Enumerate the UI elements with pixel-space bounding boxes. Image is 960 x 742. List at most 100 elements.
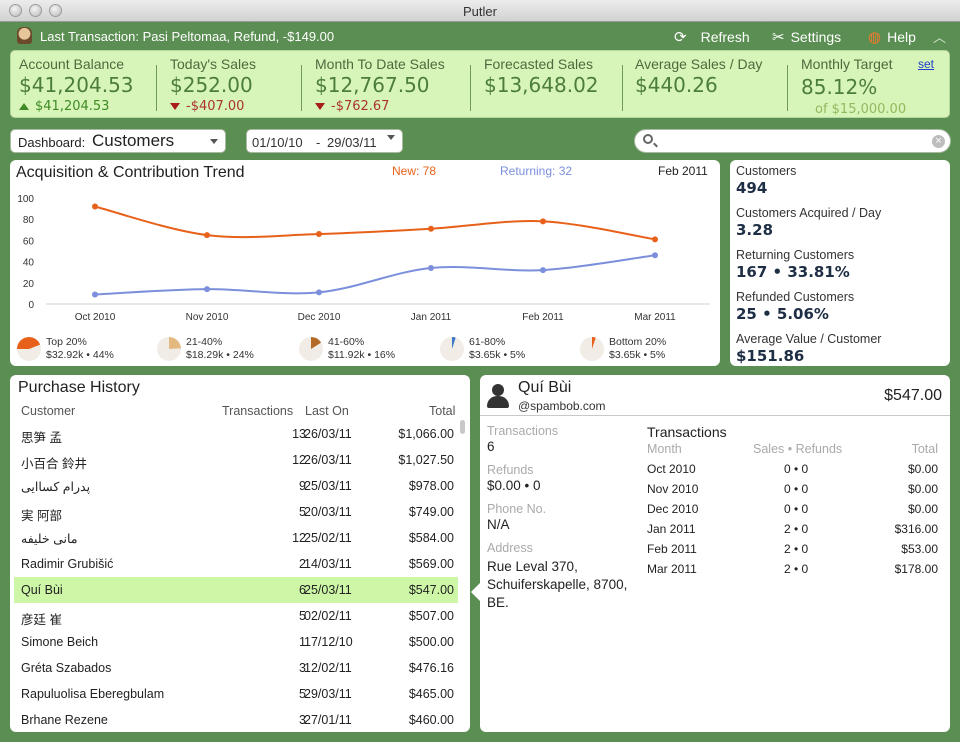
cell-customer: 思笋 孟	[21, 431, 62, 445]
tx-cell-sales-refunds: 0 • 0	[784, 462, 809, 476]
table-row[interactable]: Simone Beich 1 17/12/10 $500.00	[14, 629, 458, 655]
search-input[interactable]	[661, 133, 921, 150]
dashboard-select[interactable]: Dashboard: Customers	[10, 129, 226, 153]
pie-slice	[452, 337, 456, 349]
chart-title: Acquisition & Contribution Trend	[16, 164, 245, 181]
cell-total: $1,066.00	[398, 427, 454, 441]
mtd-sales-stat: Month To Date Sales $12,767.50 -$762.67	[315, 56, 445, 114]
y-tick-label: 0	[28, 300, 34, 311]
segment-pie	[157, 337, 181, 361]
data-point-returning[interactable]	[204, 286, 210, 293]
set-target-link[interactable]: set	[918, 57, 935, 71]
cell-customer: 彦廷 崔	[21, 613, 62, 627]
table-row[interactable]: 彦廷 崔 5 02/02/11 $507.00	[14, 603, 458, 629]
zoom-window-button[interactable]	[49, 4, 62, 17]
person-icon	[486, 383, 510, 408]
kpi-label: Refunded Customers	[736, 290, 855, 304]
cell-last-on: 20/03/11	[304, 505, 352, 519]
data-point-returning[interactable]	[540, 267, 546, 274]
refresh-button[interactable]: ⟳ Refresh	[674, 28, 750, 46]
x-tick-label: Nov 2010	[186, 312, 229, 323]
help-label: Help	[887, 29, 916, 45]
y-tick-label: 40	[23, 258, 35, 269]
table-row[interactable]: 思笋 孟 13 26/03/11 $1,066.00	[14, 421, 458, 447]
account-balance-label: Account Balance	[19, 56, 125, 72]
clear-search-icon[interactable]: ×	[932, 135, 945, 148]
cell-customer: مانی خلیفه	[21, 532, 78, 546]
collapse-chevron-icon[interactable]: ︿	[933, 30, 947, 45]
cell-transactions: 13	[292, 427, 306, 441]
tx-cell-total: $0.00	[907, 482, 938, 496]
help-button[interactable]: ◍ Help	[868, 28, 916, 46]
purchase-history-title: Purchase History	[18, 379, 140, 396]
mtd-sales-value: $12,767.50	[315, 73, 430, 97]
date-separator: -	[316, 135, 321, 150]
col-last-on[interactable]: Last On	[305, 404, 349, 418]
legend-returning: Returning: 32	[500, 164, 573, 178]
cell-customer: Gréta Szabados	[21, 661, 112, 675]
segment-pie	[440, 337, 464, 361]
data-point-new[interactable]	[428, 225, 434, 232]
phone-value: N/A	[487, 517, 510, 532]
y-tick-label: 80	[23, 215, 35, 226]
segment-label: 41-60%	[328, 336, 365, 348]
cell-customer: 小百合 鈴井	[21, 457, 87, 471]
data-point-returning[interactable]	[92, 291, 98, 298]
data-point-returning[interactable]	[652, 252, 658, 259]
data-point-new[interactable]	[92, 203, 98, 210]
cell-total: $978.00	[408, 479, 454, 493]
table-row[interactable]: پدرام کساایی 9 25/03/11 $978.00	[14, 473, 458, 499]
tx-cell-month: Nov 2010	[647, 482, 699, 496]
todays-sales-value: $252.00	[170, 73, 253, 97]
tx-col-month: Month	[647, 442, 682, 456]
table-row[interactable]: Radimir Grubišić 2 14/03/11 $569.00	[14, 551, 458, 577]
scrollbar-thumb[interactable]	[460, 420, 465, 434]
cell-transactions: 5	[299, 609, 306, 623]
kpi-value: 25 • 5.06%	[736, 305, 829, 323]
tx-cell-month: Dec 2010	[647, 502, 699, 516]
customer-name: Quí Bùi	[518, 379, 572, 396]
table-row[interactable]: مانی خلیفه 12 25/02/11 $584.00	[14, 525, 458, 551]
col-transactions[interactable]: Transactions	[222, 404, 294, 418]
table-row[interactable]: 小百合 鈴井 12 26/03/11 $1,027.50	[14, 447, 458, 473]
col-customer[interactable]: Customer	[21, 404, 76, 418]
data-point-new[interactable]	[652, 236, 658, 243]
tx-cell-total: $0.00	[907, 462, 938, 476]
settings-button[interactable]: ✂ Settings	[772, 28, 841, 46]
dashboard-value: Customers	[92, 131, 175, 150]
data-point-new[interactable]	[540, 218, 546, 225]
cell-total: $569.00	[408, 557, 454, 571]
data-point-new[interactable]	[204, 232, 210, 239]
data-point-returning[interactable]	[428, 264, 434, 271]
search-box[interactable]: ×	[634, 129, 951, 153]
cell-last-on: 02/02/11	[304, 609, 352, 623]
col-total[interactable]: Total	[429, 404, 456, 418]
table-row[interactable]: Gréta Szabados 3 12/02/11 $476.16	[14, 655, 458, 681]
legend-new: New: 78	[392, 164, 437, 178]
data-point-returning[interactable]	[316, 289, 322, 296]
close-window-button[interactable]	[9, 4, 22, 17]
kpi-item: Customers 494	[736, 164, 796, 197]
tx-cell-month: Feb 2011	[647, 542, 697, 556]
tx-row: Jan 2011 2 • 0 $316.00	[647, 522, 938, 542]
pie-slice	[592, 337, 596, 349]
data-point-new[interactable]	[316, 231, 322, 238]
tx-cell-sales-refunds: 2 • 0	[784, 542, 809, 556]
account-balance-stat: Account Balance $41,204.53 $41,204.53	[19, 56, 134, 114]
acquisition-chart-panel: Acquisition & Contribution Trend New: 78…	[10, 160, 720, 366]
cell-transactions: 12	[292, 531, 306, 545]
cell-last-on: 17/12/10	[304, 635, 353, 649]
date-range-select[interactable]: 01/10/10 - 29/03/11	[246, 129, 403, 153]
cell-last-on: 27/01/11	[304, 713, 352, 727]
monthly-target-of: of $15,000.00	[815, 102, 907, 117]
cell-last-on: 29/03/11	[304, 687, 352, 701]
table-row[interactable]: 実 阿部 5 20/03/11 $749.00	[14, 499, 458, 525]
table-row[interactable]: Quí Bùi 6 25/03/11 $547.00	[14, 577, 458, 603]
refunds-label: Refunds	[487, 463, 534, 477]
transactions-field: Transactions 6	[487, 424, 558, 456]
forecasted-sales-stat: Forecasted Sales $13,648.02	[484, 56, 599, 97]
table-row[interactable]: Brhane Rezene 3 27/01/11 $460.00	[14, 707, 458, 732]
table-row[interactable]: Rapuluolisa Eberegbulam 5 29/03/11 $465.00	[14, 681, 458, 707]
minimize-window-button[interactable]	[29, 4, 42, 17]
forecasted-sales-label: Forecasted Sales	[484, 56, 593, 72]
